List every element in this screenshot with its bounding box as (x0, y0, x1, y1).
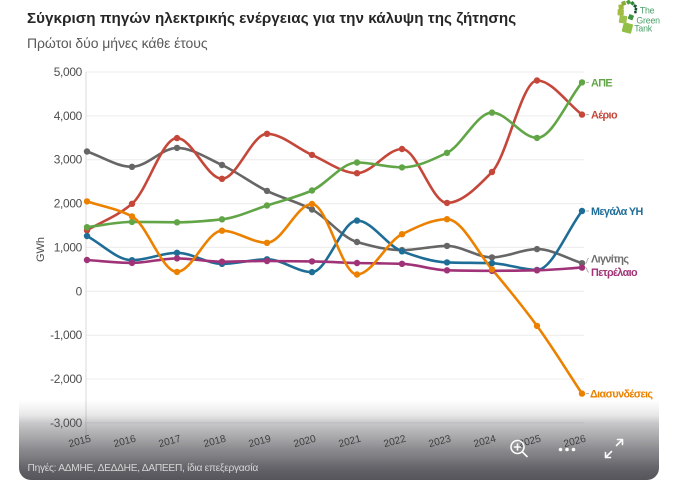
svg-text:Green: Green (636, 15, 660, 25)
svg-text:2017: 2017 (158, 434, 183, 451)
svg-text:Λιγνίτης: Λιγνίτης (591, 253, 629, 265)
svg-text:2026: 2026 (563, 434, 588, 451)
svg-text:2016: 2016 (113, 434, 138, 451)
svg-text:0: 0 (76, 284, 83, 298)
svg-text:2018: 2018 (203, 434, 228, 451)
svg-text:2024: 2024 (473, 434, 498, 451)
svg-text:Tank: Tank (634, 24, 653, 34)
svg-text:ΑΠΕ: ΑΠΕ (591, 77, 612, 89)
svg-text:2021: 2021 (338, 434, 363, 451)
svg-text:2023: 2023 (428, 434, 453, 451)
svg-text:2015: 2015 (68, 434, 93, 451)
svg-text:Διασυνδέσεις: Διασυνδέσεις (590, 389, 653, 401)
svg-text:Μεγάλα ΥΗ: Μεγάλα ΥΗ (591, 206, 643, 218)
svg-text:2022: 2022 (383, 434, 408, 451)
svg-text:Πετρέλαιο: Πετρέλαιο (591, 267, 638, 279)
svg-text:The: The (640, 5, 655, 15)
svg-text:2020: 2020 (293, 434, 318, 451)
svg-text:Αέριο: Αέριο (591, 110, 618, 122)
svg-text:-2,000: -2,000 (50, 372, 83, 386)
svg-text:1,000: 1,000 (54, 240, 83, 254)
svg-text:GWh: GWh (35, 237, 47, 262)
svg-text:5,000: 5,000 (54, 65, 83, 79)
svg-text:2,000: 2,000 (54, 197, 83, 211)
svg-text:2019: 2019 (248, 434, 273, 451)
svg-text:3,000: 3,000 (54, 153, 83, 167)
svg-text:Πηγές: ΑΔΜΗΕ, ΔΕΔΔΗΕ, ΔΑΠΕΕΠ,: Πηγές: ΑΔΜΗΕ, ΔΕΔΔΗΕ, ΔΑΠΕΕΠ, ίδια επεξε… (28, 462, 259, 474)
svg-text:4,000: 4,000 (54, 109, 83, 123)
svg-text:-1,000: -1,000 (50, 328, 83, 342)
